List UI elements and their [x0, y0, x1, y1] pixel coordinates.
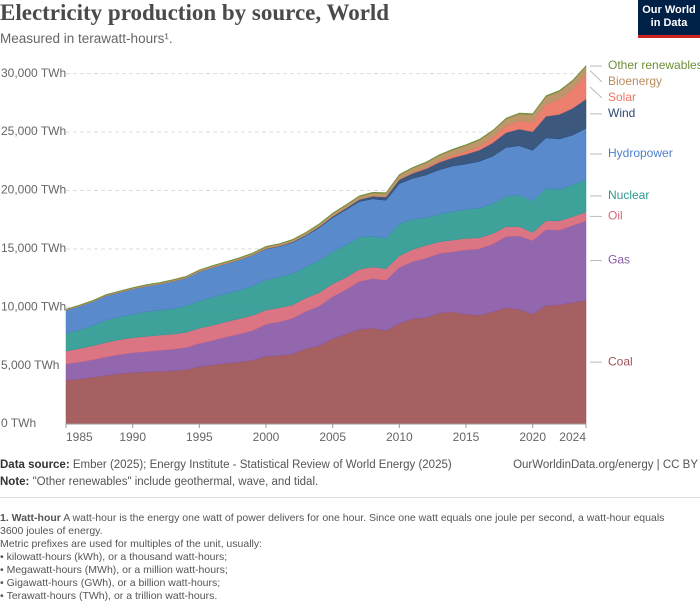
x-tick-label: 2000	[253, 430, 280, 444]
x-tick-label: 2005	[319, 430, 346, 444]
source-url[interactable]: OurWorldinData.org/energy | CC BY	[513, 459, 698, 471]
x-tick-label: 1985	[66, 430, 93, 444]
footnote-list: kilowatt-hours (kWh), or a thousand watt…	[0, 551, 690, 602]
x-tick-label: 1990	[119, 430, 146, 444]
legend-label: Coal	[608, 354, 633, 368]
legend-label: Nuclear	[608, 188, 649, 202]
legend-connector	[589, 86, 603, 99]
footnote-item: Gigawatt-hours (GWh), or a billion watt-…	[0, 577, 690, 590]
source-text: Ember (2025); Energy Institute - Statist…	[72, 459, 452, 471]
chart-subtitle: Measured in terawatt-hours¹.	[0, 31, 173, 46]
footnote-item: Megawatt-hours (MWh), or a million watt-…	[0, 564, 690, 577]
legend-label: Other renewables	[608, 58, 700, 72]
footnote-label: 1. Watt-hour	[0, 512, 61, 524]
separator	[0, 497, 700, 498]
footnote-item: Terawatt-hours (TWh), or a trillion watt…	[0, 590, 690, 602]
chart: 0 TWh 5,000 TWh 10,000 TWh 15,000 TWh 20,000…	[1, 58, 700, 444]
chart-title: Electricity production by source, World	[0, 0, 390, 25]
legend-label: Hydropower	[608, 146, 673, 160]
legend-connector	[589, 70, 603, 83]
x-tick-label: 2020	[519, 430, 546, 444]
footnote-intro: Metric prefixes are used for multiples o…	[0, 538, 263, 550]
legend-label: Oil	[608, 209, 623, 223]
x-tick-label: 2024	[559, 430, 586, 444]
source-label: Data source:	[0, 459, 70, 471]
y-tick-label: 10,000 TWh	[1, 299, 66, 313]
logo-line: Our World	[642, 4, 696, 16]
y-tick-label: 0 TWh	[1, 416, 36, 430]
footnote-item: kilowatt-hours (kWh), or a thousand watt…	[0, 551, 690, 564]
legend-label: Gas	[608, 253, 630, 267]
x-tick-label: 2010	[386, 430, 413, 444]
footnote-text: A watt-hour is the energy one watt of po…	[0, 512, 665, 537]
logo[interactable]: Our World in Data	[638, 0, 700, 38]
legend-label: Wind	[608, 106, 635, 120]
y-tick-label: 30,000 TWh	[1, 66, 66, 80]
footnotes: 1. Watt-hour A watt-hour is the energy o…	[0, 512, 690, 602]
footer: Data source: Ember (2025); Energy Instit…	[0, 457, 700, 491]
x-tick-label: 2015	[453, 430, 480, 444]
legend-label: Bioenergy	[608, 74, 662, 88]
y-tick-label: 5,000 TWh	[1, 358, 59, 372]
y-tick-label: 25,000 TWh	[1, 124, 66, 138]
logo-line: in Data	[650, 17, 688, 29]
x-tick-label: 1995	[186, 430, 213, 444]
area	[65, 64, 587, 310]
legend-label: Solar	[608, 90, 636, 104]
note-text: "Other renewables" include geothermal, w…	[32, 476, 319, 488]
y-tick-label: 15,000 TWh	[1, 241, 66, 255]
note-label: Note:	[0, 476, 30, 488]
y-tick-label: 20,000 TWh	[1, 183, 66, 197]
